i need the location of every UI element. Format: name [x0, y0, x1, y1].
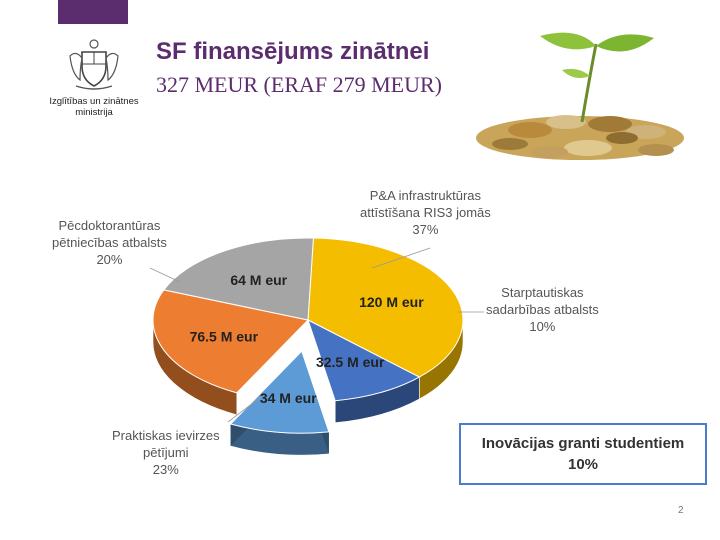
pie-slice-1	[307, 318, 421, 402]
highlight-title: Inovācijas granti studentiem	[481, 435, 685, 452]
callout-line: pētniecības atbalsts	[52, 235, 167, 250]
pie-amount-label-3: 76.5 M eur	[190, 329, 259, 345]
pie-slice-2	[229, 350, 330, 434]
callout-percent: 37%	[412, 222, 439, 237]
student-grants-highlight: Inovācijas granti studentiem 10%	[459, 423, 707, 485]
coins-sprout-icon	[476, 32, 684, 160]
pie-slice-3	[152, 289, 309, 394]
leader-line-3	[227, 395, 263, 423]
callout-percent: 10%	[529, 319, 556, 334]
leader-line-2	[149, 267, 181, 283]
pie-slice-4	[162, 237, 314, 321]
page-number: 2	[678, 505, 684, 516]
slide-title: SF finansējums zinātnei	[156, 38, 430, 65]
callout-applied-research: Praktiskas ievirzes pētījumi 23%	[112, 427, 220, 478]
callout-line: attīstīšana RIS3 jomās	[360, 205, 491, 220]
callout-percent: 20%	[96, 252, 123, 267]
callout-line: pētījumi	[143, 445, 189, 460]
pie-amount-label-1: 32.5 M eur	[316, 354, 385, 370]
ministry-name-line1: Izglītības un zinātnes	[49, 96, 139, 107]
callout-infrastructure: P&A infrastruktūras attīstīšana RIS3 jom…	[360, 187, 491, 238]
highlight-percent: 10%	[567, 456, 599, 473]
callout-line: Pēcdoktorantūras	[58, 218, 161, 233]
pie-amount-label-2: 34 M eur	[260, 390, 317, 406]
callout-line: Starptautiskas	[501, 285, 584, 300]
callout-line: P&A infrastruktūras	[369, 188, 482, 203]
pie-amount-label-0: 120 M eur	[359, 294, 424, 310]
leader-line-0	[371, 247, 431, 269]
callout-percent: 23%	[152, 462, 179, 477]
callout-line: sadarbības atbalsts	[486, 302, 599, 317]
coat-of-arms-icon	[69, 39, 119, 90]
ministry-name-line2: ministrija	[75, 107, 113, 118]
callout-international: Starptautiskas sadarbības atbalsts 10%	[486, 284, 599, 335]
accent-bar	[58, 0, 128, 24]
pie-amount-label-4: 64 M eur	[230, 272, 287, 288]
callout-postdoc: Pēcdoktorantūras pētniecības atbalsts 20…	[52, 217, 167, 268]
slide-subtitle: 327 MEUR (ERAF 279 MEUR)	[156, 72, 443, 97]
callout-line: Praktiskas ievirzes	[112, 428, 220, 443]
ministry-logo: Izglītības un zinātnes ministrija	[40, 36, 148, 120]
pie-slice-0	[307, 237, 464, 378]
